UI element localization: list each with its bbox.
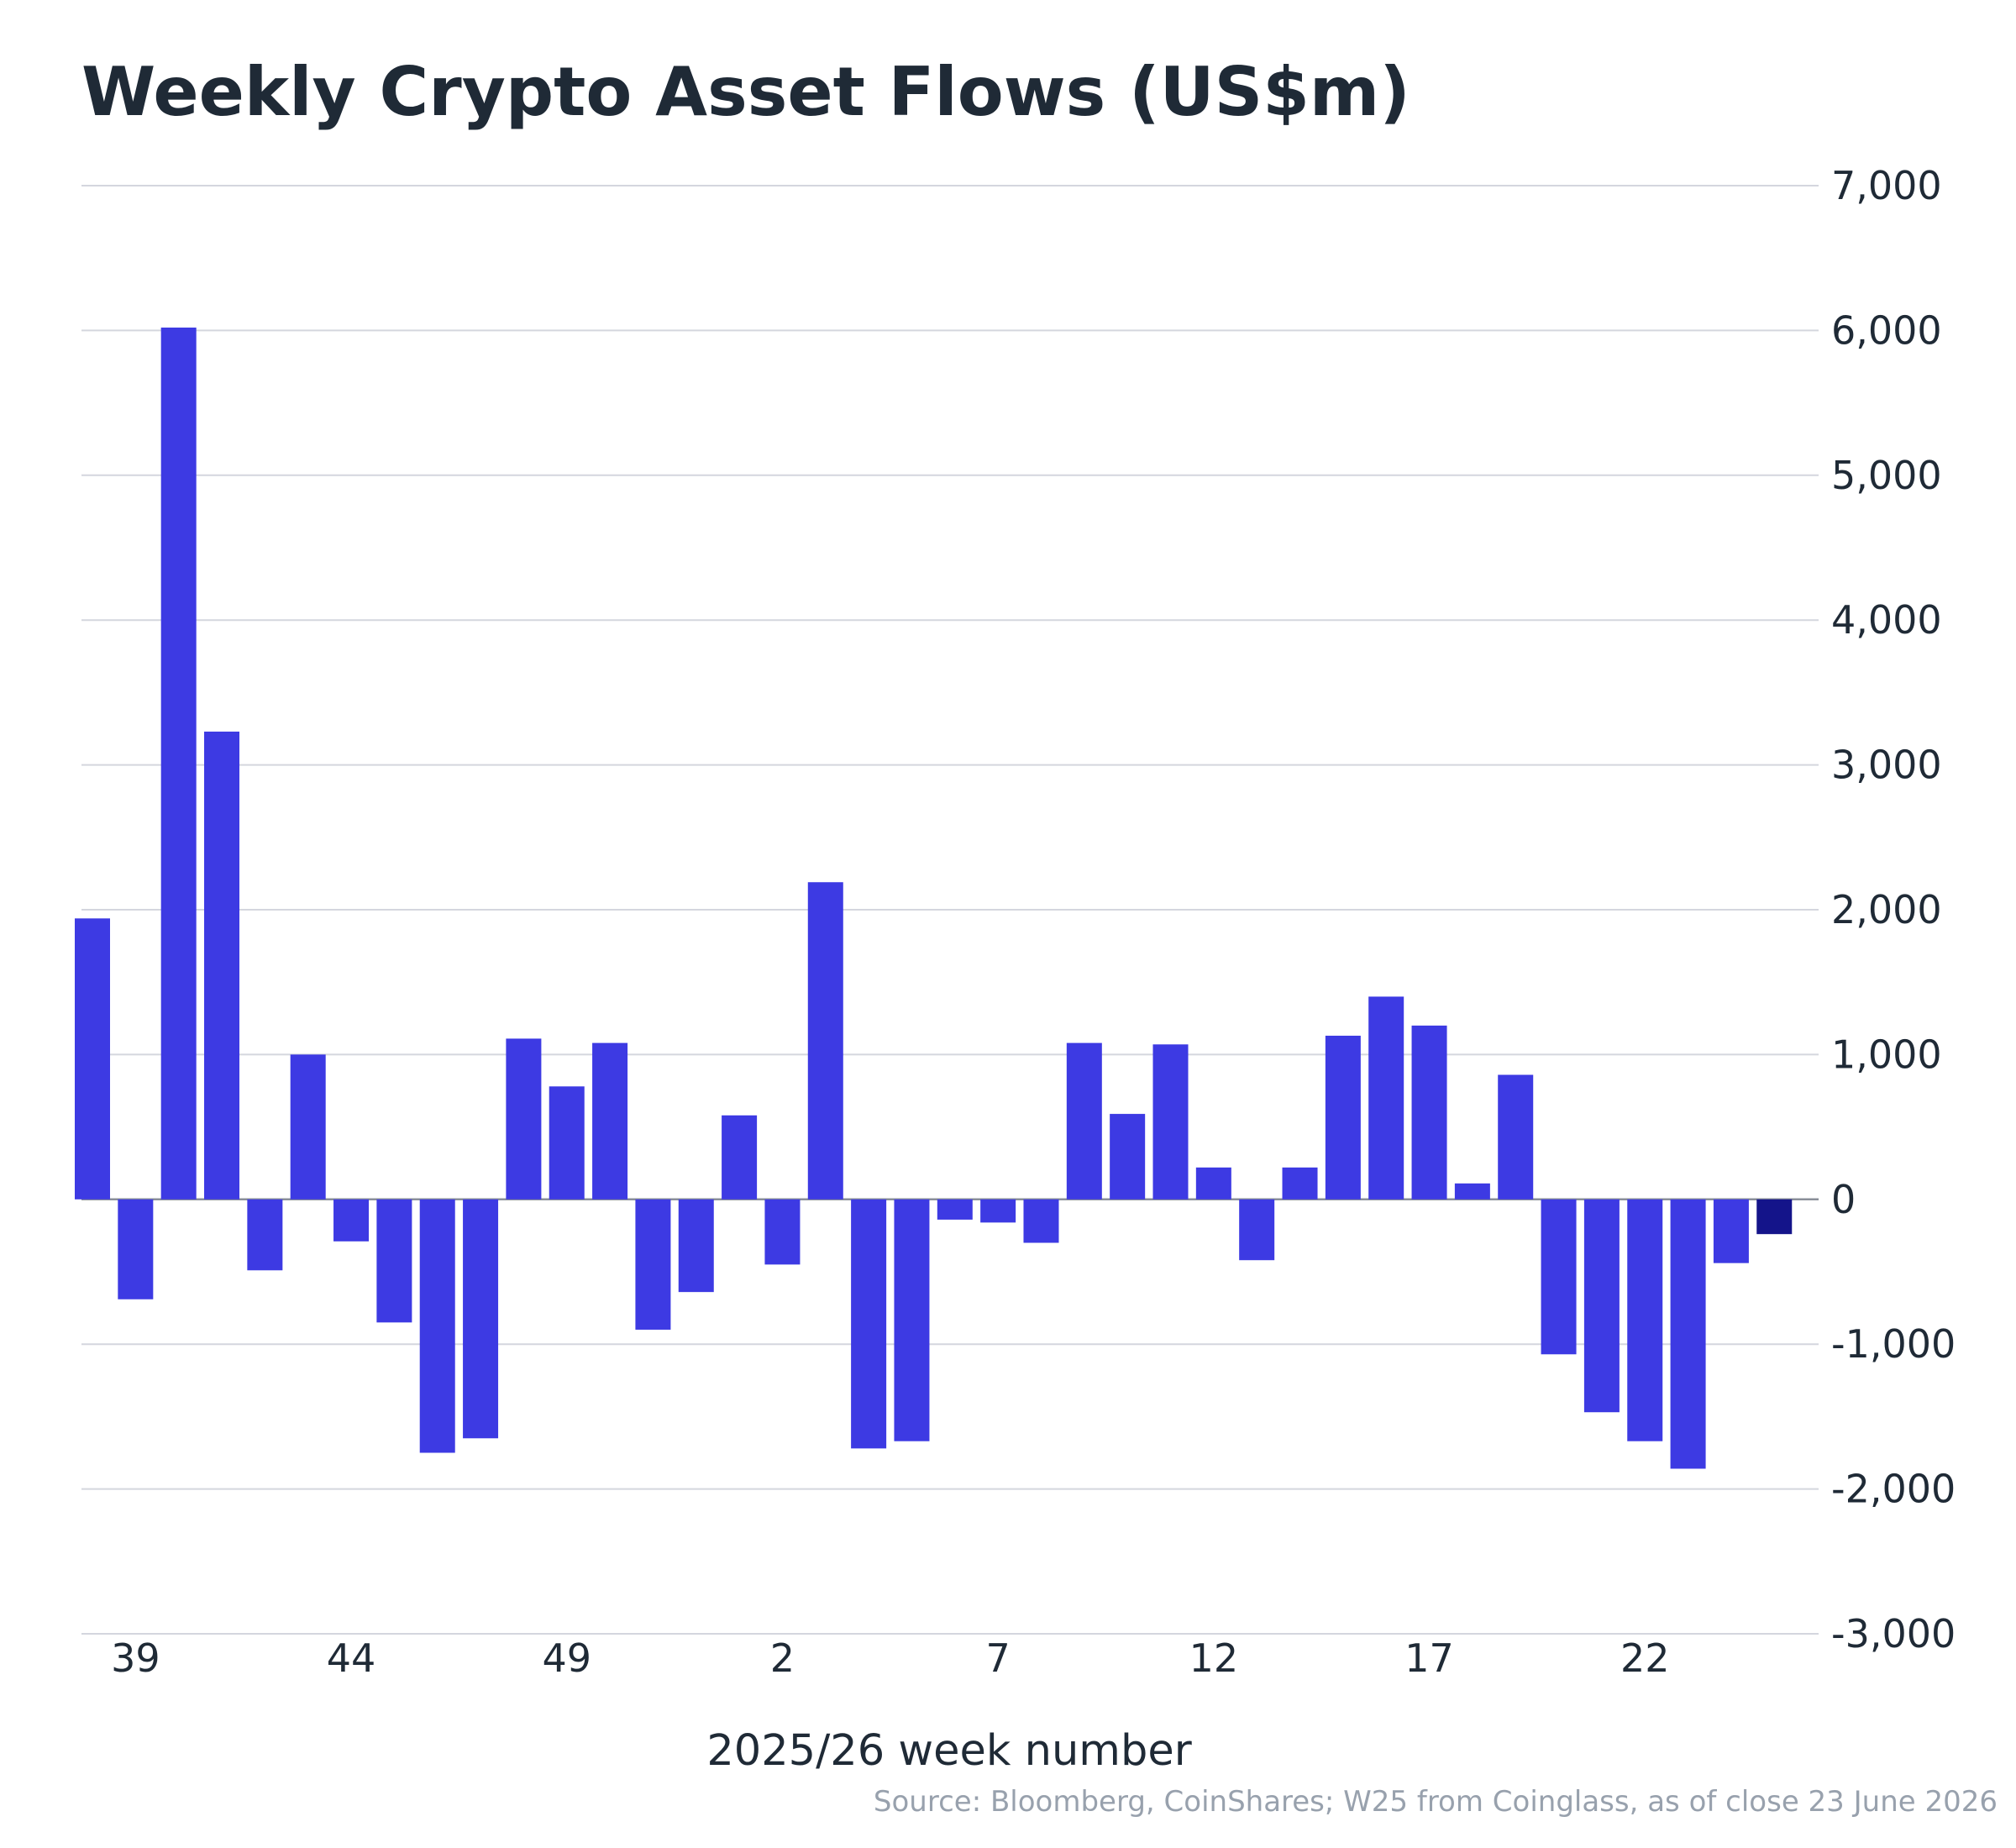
bar-week-40 (160, 327, 197, 1200)
bars (75, 327, 1793, 1469)
bar-week-15 (1325, 1035, 1361, 1200)
x-tick-label: 12 (1189, 1635, 1239, 1681)
source-note: Source: Bloomberg, CoinShares; W25 from … (873, 1785, 1998, 1819)
x-tick-label: 2 (770, 1635, 795, 1681)
bar-week-21 (1583, 1199, 1620, 1413)
bar-week-17 (1411, 1025, 1447, 1200)
chart-title: Weekly Crypto Asset Flows (US$m) (81, 53, 1410, 131)
y-tick-label: 5,000 (1831, 453, 1942, 498)
bar-week-43 (290, 1054, 326, 1200)
bar-week-16 (1368, 996, 1404, 1200)
x-tick-label: 17 (1404, 1635, 1454, 1681)
bar-week-5 (894, 1199, 930, 1441)
x-tick-label: 44 (327, 1635, 376, 1681)
bar-week-11 (1152, 1044, 1189, 1200)
bar-week-52 (678, 1199, 714, 1293)
bar-week-38 (75, 918, 110, 1200)
y-tick-label: 1,000 (1831, 1032, 1942, 1077)
bar-week-25 (1756, 1199, 1793, 1235)
y-tick-label: -3,000 (1831, 1611, 1956, 1656)
y-axis-ticks: 7,000 6,000 5,000 4,000 3,000 2,000 1,000 0 -1,0… (1831, 163, 1956, 1656)
bar-week-48 (506, 1038, 542, 1200)
y-tick-label: 3,000 (1831, 743, 1942, 788)
y-tick-label: 6,000 (1831, 307, 1942, 353)
bar-week-3 (807, 882, 843, 1200)
bar-week-18 (1454, 1183, 1490, 1200)
bar-week-22 (1627, 1199, 1663, 1441)
x-tick-label: 22 (1620, 1635, 1670, 1681)
bar-week-1 (722, 1115, 758, 1200)
bar-week-51 (635, 1199, 671, 1330)
bar-week-47 (463, 1199, 499, 1439)
bar-week-50 (592, 1042, 628, 1200)
x-tick-label: 7 (985, 1635, 1010, 1681)
y-tick-label: -2,000 (1831, 1467, 1956, 1512)
bar-week-14 (1282, 1167, 1318, 1200)
bar-week-39 (118, 1199, 154, 1299)
bar-week-45 (376, 1199, 412, 1323)
bar-week-42 (247, 1199, 283, 1271)
bar-week-46 (419, 1199, 455, 1453)
x-axis-label: 2025/26 week number (706, 1726, 1192, 1776)
bar-week-10 (1110, 1114, 1146, 1200)
bar-week-41 (204, 731, 240, 1200)
x-tick-label: 39 (111, 1635, 160, 1681)
bar-week-4 (851, 1199, 887, 1449)
y-tick-label: 7,000 (1831, 163, 1942, 208)
bar-week-13 (1239, 1199, 1275, 1261)
bar-week-49 (549, 1086, 585, 1200)
bar-week-20 (1541, 1199, 1577, 1355)
bar-week-9 (1066, 1042, 1102, 1200)
y-tick-label: 0 (1831, 1177, 1856, 1222)
y-tick-label: 2,000 (1831, 887, 1942, 932)
bar-week-44 (333, 1199, 370, 1242)
bar-week-24 (1713, 1199, 1749, 1263)
bar-week-2 (764, 1199, 801, 1265)
x-axis-ticks: 39 44 49 2 7 12 17 22 (111, 1635, 1669, 1681)
y-tick-label: -1,000 (1831, 1321, 1956, 1367)
bar-week-6 (937, 1199, 973, 1220)
y-tick-label: 4,000 (1831, 597, 1942, 643)
bar-week-12 (1195, 1167, 1231, 1200)
bar-week-23 (1670, 1199, 1706, 1469)
x-tick-label: 49 (542, 1635, 591, 1681)
gridlines (81, 185, 1819, 1635)
bar-week-8 (1023, 1199, 1059, 1243)
bar-week-19 (1498, 1074, 1534, 1200)
bar-week-7 (980, 1199, 1016, 1223)
